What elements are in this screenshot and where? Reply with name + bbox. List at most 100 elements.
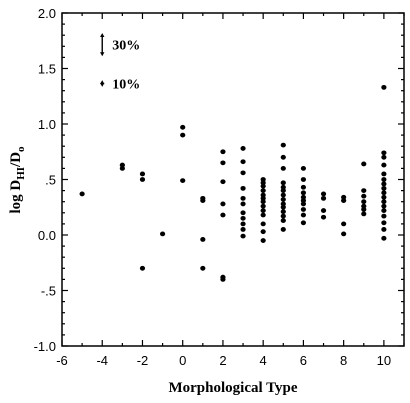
data-point xyxy=(260,177,266,182)
data-point xyxy=(381,185,387,191)
data-point xyxy=(139,177,146,182)
data-point xyxy=(361,211,367,217)
y-tick-label: -.5 xyxy=(41,284,56,299)
data-point xyxy=(240,215,246,221)
data-point xyxy=(240,170,246,176)
data-point xyxy=(341,231,347,237)
y-tick-label: 2.0 xyxy=(38,6,56,21)
data-point xyxy=(260,183,266,189)
data-point xyxy=(361,188,367,194)
data-point xyxy=(381,220,387,226)
x-tick-label: 0 xyxy=(179,353,186,368)
data-point xyxy=(280,154,286,160)
annotation-label: 10% xyxy=(112,77,140,92)
data-point xyxy=(381,190,387,196)
data-point xyxy=(260,188,266,194)
data-point xyxy=(320,195,327,201)
x-tick-label: 6 xyxy=(300,353,307,368)
data-point xyxy=(300,177,307,182)
y-axis-label: log DHI/Do xyxy=(8,146,27,214)
x-tick-label: -6 xyxy=(56,353,68,368)
data-point xyxy=(240,227,246,232)
data-point xyxy=(361,203,367,209)
data-point xyxy=(280,142,286,148)
data-point xyxy=(381,171,387,177)
data-point xyxy=(180,124,186,130)
y-label-sub1: HI xyxy=(15,167,27,180)
data-point xyxy=(381,181,387,187)
data-point xyxy=(260,238,266,243)
y-tick-label: 1.5 xyxy=(38,62,56,77)
data-point xyxy=(280,180,286,186)
data-point xyxy=(119,166,125,171)
data-point xyxy=(200,198,206,203)
data-point xyxy=(381,194,387,200)
data-point xyxy=(381,84,387,90)
data-point xyxy=(240,233,246,239)
data-point xyxy=(240,159,246,165)
data-point xyxy=(280,184,286,190)
y-tick-label: -1.0 xyxy=(34,339,56,354)
data-point xyxy=(280,166,286,171)
error-annotations: 30% 10% xyxy=(100,32,140,92)
x-tick-label: 4 xyxy=(260,353,267,368)
x-tick-label: -2 xyxy=(137,353,149,368)
data-point xyxy=(159,231,166,237)
data-point xyxy=(300,194,307,200)
data-point xyxy=(381,162,387,168)
data-point xyxy=(260,212,266,218)
data-point xyxy=(381,235,387,241)
data-point xyxy=(280,188,286,194)
data-point xyxy=(300,212,307,218)
data-point xyxy=(280,218,286,223)
data-point xyxy=(300,198,307,203)
y-label-sub2: o xyxy=(15,146,27,152)
data-point xyxy=(381,154,387,160)
data-point xyxy=(260,192,266,198)
data-points xyxy=(79,84,387,282)
data-point xyxy=(220,212,226,218)
data-point xyxy=(300,220,307,226)
data-point xyxy=(260,221,266,227)
plot-frame xyxy=(61,12,405,347)
arrow-down-icon xyxy=(100,52,105,57)
data-point xyxy=(139,171,146,177)
data-point xyxy=(240,195,246,201)
data-point xyxy=(381,213,387,219)
y-tick-label: 0.0 xyxy=(38,228,56,243)
data-point xyxy=(280,192,286,198)
data-point xyxy=(139,265,146,271)
data-point xyxy=(381,203,387,209)
x-tick-label: 10 xyxy=(377,353,391,368)
data-point xyxy=(361,207,367,212)
x-tick-label: 2 xyxy=(219,353,226,368)
x-axis-label: Morphological Type xyxy=(168,380,297,396)
data-point xyxy=(361,199,367,205)
data-point xyxy=(240,201,246,207)
data-point xyxy=(381,208,387,213)
data-point xyxy=(320,214,327,220)
data-point xyxy=(280,201,286,207)
data-point xyxy=(280,204,286,210)
tick-labels: -6 -4 -2 0 2 4 6 8 10 -1.0 -.5 0.0 .5 1.0 1.5 2.0 xyxy=(34,6,392,368)
x-tick-label: -4 xyxy=(96,353,108,368)
data-point xyxy=(381,177,387,182)
y-label-mid: /D xyxy=(8,152,24,168)
data-point xyxy=(341,221,347,227)
x-tick-label: 8 xyxy=(340,353,347,368)
data-point xyxy=(341,194,347,200)
data-point xyxy=(200,237,206,242)
data-point xyxy=(381,199,387,205)
data-point xyxy=(200,265,206,271)
data-point xyxy=(119,162,125,168)
data-point xyxy=(260,195,266,201)
data-point xyxy=(220,277,226,282)
data-point xyxy=(361,161,367,167)
data-point xyxy=(240,221,246,227)
data-point xyxy=(260,199,266,205)
arrow-down-icon xyxy=(100,82,105,87)
data-point xyxy=(180,132,186,138)
y-label-main: log D xyxy=(8,180,24,214)
data-point xyxy=(320,191,327,197)
